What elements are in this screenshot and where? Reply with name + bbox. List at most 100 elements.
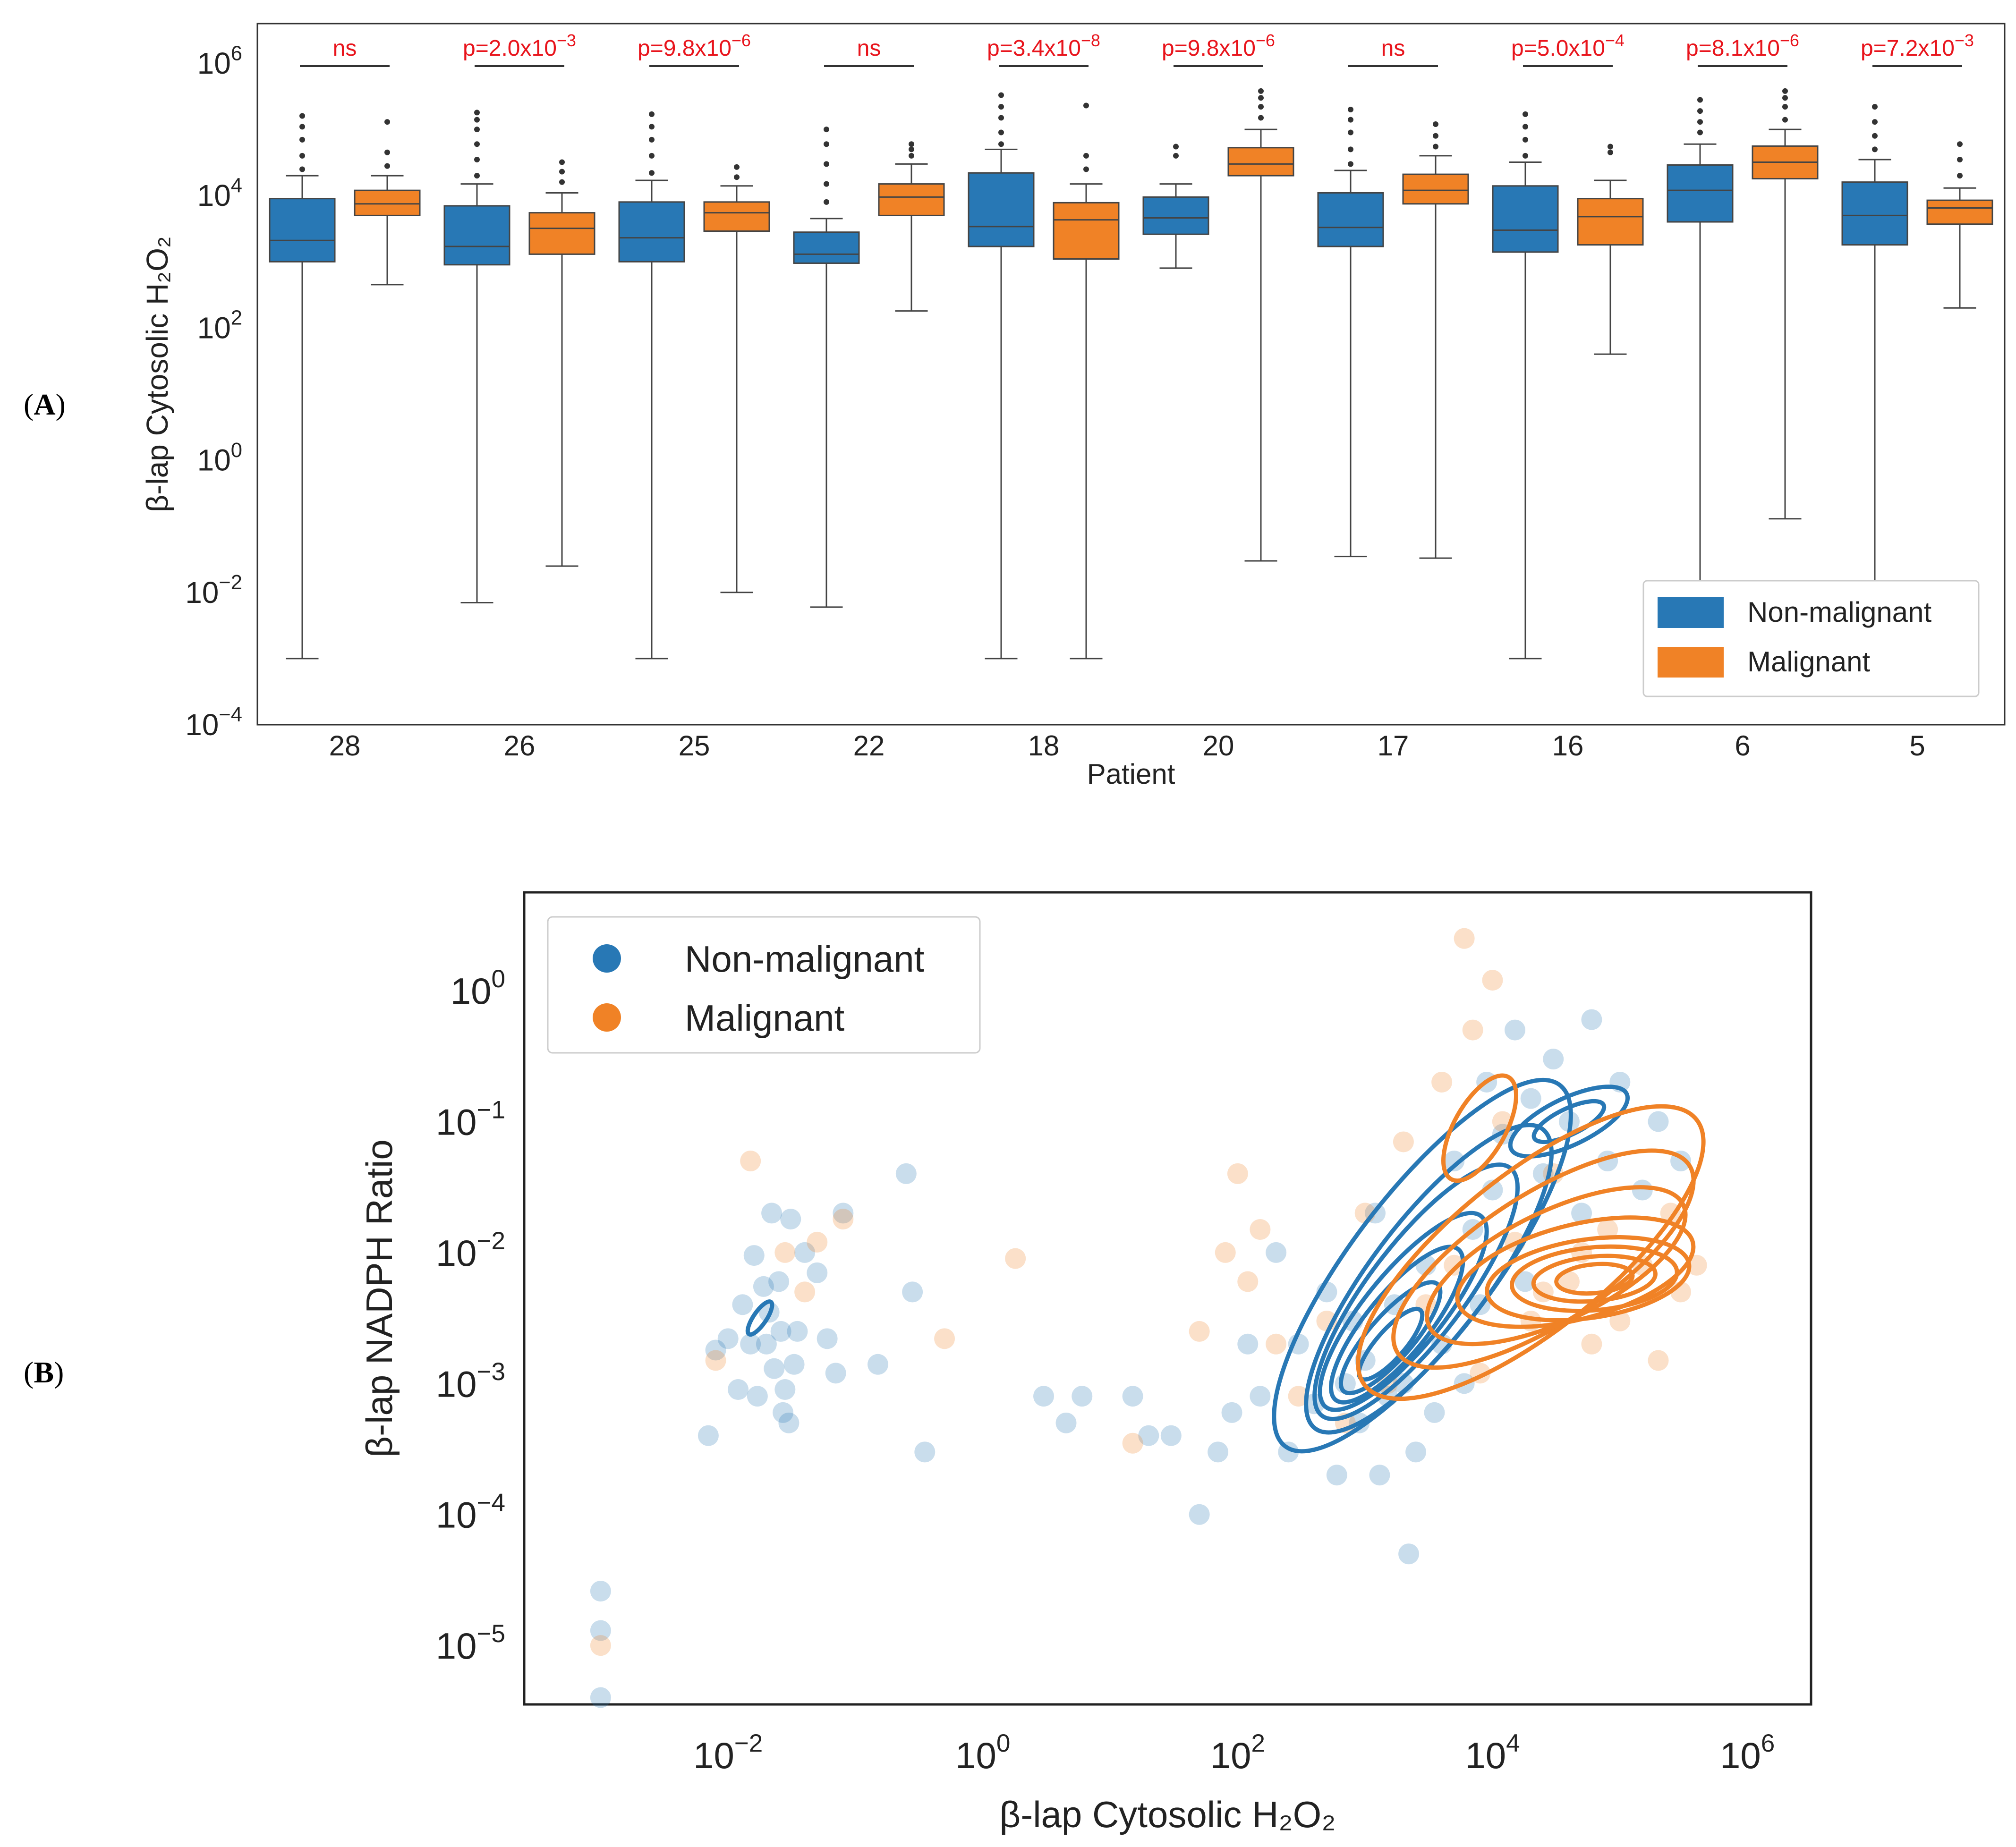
scatter-point (728, 1379, 749, 1400)
x-tick-label: 16 (1552, 730, 1584, 762)
box-body (354, 189, 421, 216)
flier-point (384, 119, 390, 125)
flier-point (649, 170, 655, 176)
y-tick-label: 10−4 (436, 1489, 505, 1536)
contours-malignant (1356, 1073, 1706, 1401)
scatter-point (794, 1281, 816, 1303)
box-non-malignant-18 (968, 92, 1035, 660)
y-tick-label: 10−4 (185, 703, 242, 742)
y-tick-label: 10−1 (436, 1096, 505, 1143)
scatter-point (773, 1402, 794, 1423)
scatter-point (794, 1242, 816, 1263)
flier-point (1697, 97, 1703, 103)
flier-point (299, 166, 305, 172)
flier-point (474, 127, 480, 133)
scatter-point (705, 1350, 726, 1371)
scatter-point (1369, 1465, 1390, 1486)
box-non-malignant-26 (443, 110, 510, 604)
flier-point (1083, 153, 1089, 159)
density-contour (1329, 1245, 1465, 1405)
x-tick-label: 18 (1028, 730, 1060, 762)
pvalue-label: ns (1381, 36, 1405, 61)
scatter-point (590, 1620, 611, 1641)
scatter-point (756, 1333, 777, 1355)
scatter-point (1189, 1504, 1210, 1525)
pvalue-label: p=7.2x10−3 (1861, 31, 1974, 61)
scatter-point (902, 1281, 923, 1303)
flier-point (734, 164, 740, 170)
box-malignant-17 (1402, 121, 1469, 559)
x-tick-label: 106 (1720, 1729, 1775, 1776)
scatter-point (934, 1328, 955, 1349)
flier-point (1523, 136, 1528, 143)
x-axis-label: β-lap Cytosolic H₂O₂ (999, 1794, 1335, 1835)
flier-point (559, 179, 565, 185)
flier-point (998, 92, 1004, 98)
flier-point (824, 161, 829, 167)
box-malignant-5 (1926, 141, 1993, 309)
scatter-point (1250, 1219, 1271, 1240)
flier-point (1258, 115, 1264, 121)
flier-point (649, 111, 655, 117)
scatter-point (895, 1163, 917, 1184)
scatter-point (1138, 1425, 1159, 1446)
y-tick-label: 106 (197, 42, 242, 80)
flier-point (384, 149, 390, 155)
scatter-point (768, 1271, 790, 1292)
pvalue-label: p=5.0x10−4 (1511, 31, 1625, 61)
scatter-point (867, 1354, 888, 1375)
scatter-point (1444, 1254, 1465, 1276)
flier-point (1782, 104, 1788, 110)
legend-label: Malignant (685, 997, 845, 1039)
x-tick-label: 28 (329, 730, 361, 762)
scatter-point (1055, 1412, 1077, 1433)
x-tick-label: 104 (1465, 1729, 1520, 1776)
scatter-point (1558, 1271, 1580, 1292)
scatter-point (1505, 1019, 1526, 1041)
flier-point (1872, 104, 1878, 110)
scatter-point (1266, 1333, 1287, 1355)
flier-point (1433, 144, 1438, 150)
box-body (793, 231, 860, 264)
box-malignant-16 (1577, 144, 1644, 355)
flier-point (474, 157, 480, 163)
flier-point (649, 153, 655, 159)
scatter-point (833, 1209, 854, 1230)
scatter-point (1033, 1386, 1055, 1407)
legend-b: Non-malignant Malignant (547, 916, 981, 1054)
box-body (1142, 196, 1209, 235)
box-body (878, 183, 945, 216)
x-tick-label: 100 (955, 1729, 1010, 1776)
box-body (1577, 198, 1644, 246)
legend-frame (547, 916, 981, 1054)
flier-point (998, 104, 1004, 110)
chart-a-boxplot: 10−4 10−2 100 102 104 106 β-lap Cytosolic H₂O₂… (140, 23, 2006, 790)
scatter-point (1581, 1333, 1602, 1355)
panel-label-a: (A) (24, 388, 66, 421)
scatter-point (1431, 1071, 1453, 1093)
flier-point (1957, 157, 1963, 163)
scatter-point (1543, 1049, 1564, 1070)
scatter-point (1514, 1271, 1536, 1292)
box-body (1492, 185, 1559, 253)
box-body (1841, 181, 1908, 246)
box-body (618, 201, 685, 263)
scatter-point (717, 1328, 739, 1349)
flier-point (1523, 111, 1528, 117)
scatter-point (770, 1321, 791, 1342)
scatter-point (743, 1245, 765, 1266)
flier-point (1173, 153, 1179, 159)
panel-label-b: (B) (24, 1356, 64, 1389)
scatter-point (1581, 1009, 1602, 1030)
legend-marker (593, 944, 621, 973)
flier-point (909, 146, 914, 153)
flier-point (1608, 149, 1613, 155)
flier-point (1348, 106, 1353, 112)
scatter-point (833, 1203, 854, 1224)
flier-point (1433, 121, 1438, 127)
contours-non-malignant (745, 1077, 1630, 1454)
scatter-point (774, 1379, 796, 1400)
box-malignant-28 (354, 119, 421, 286)
x-tick-label: 20 (1203, 730, 1234, 762)
y-tick-label: 100 (451, 965, 505, 1012)
